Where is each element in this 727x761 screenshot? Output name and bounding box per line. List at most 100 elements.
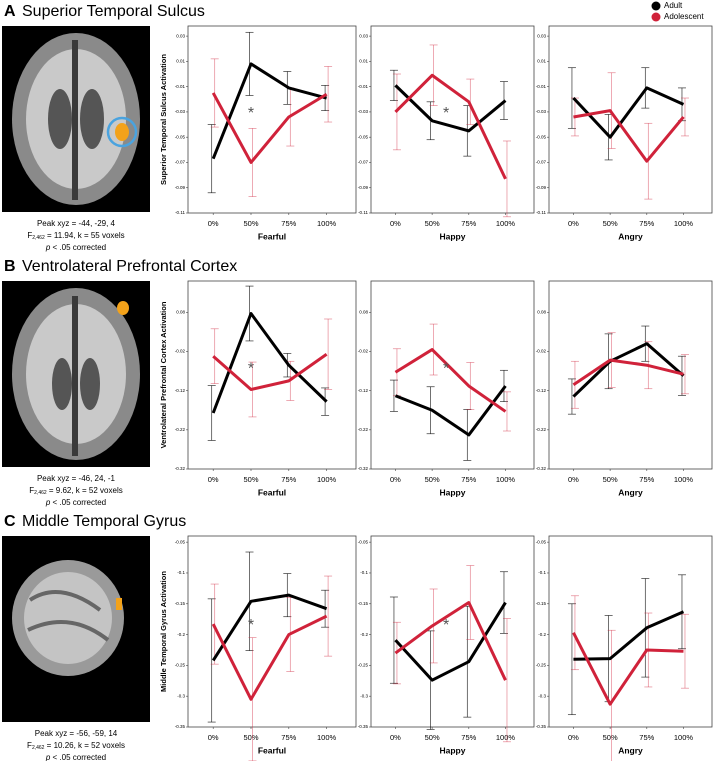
legend-marker bbox=[651, 1, 661, 11]
y-tick-label: -0.25 bbox=[175, 663, 186, 668]
y-tick-label: -0.25 bbox=[536, 663, 547, 668]
error-bar bbox=[324, 66, 333, 123]
x-tick-label: 75% bbox=[461, 219, 476, 228]
series-line bbox=[211, 92, 328, 164]
y-tick-label: -0.07 bbox=[536, 160, 547, 165]
caption-f-rest: = 9.62, k = 52 voxels bbox=[47, 486, 123, 495]
y-tick-label: -0.05 bbox=[358, 134, 369, 139]
y-tick-label: -0.03 bbox=[358, 109, 369, 114]
y-tick-label: -0.35 bbox=[358, 724, 369, 729]
error-bar bbox=[324, 575, 333, 657]
x-tick-label: 100% bbox=[317, 219, 337, 228]
y-tick-label: -0.01 bbox=[536, 84, 547, 89]
y-tick-label: -0.02 bbox=[175, 349, 186, 354]
x-tick-label: 0% bbox=[208, 219, 219, 228]
y-tick-label: 0.03 bbox=[537, 33, 546, 38]
y-tick-label: 0.03 bbox=[359, 33, 368, 38]
y-tick-label: 0.01 bbox=[359, 59, 368, 64]
annotation: * bbox=[248, 617, 254, 634]
brain-image-c bbox=[2, 536, 150, 722]
panel-title: Superior Temporal Sulcus bbox=[22, 3, 205, 20]
annotation: * bbox=[443, 361, 449, 378]
y-tick-label: -0.35 bbox=[175, 724, 186, 729]
x-tick-label: 0% bbox=[390, 733, 401, 742]
x-tick-label: 100% bbox=[674, 219, 694, 228]
x-axis-label: Angry bbox=[618, 487, 643, 497]
y-tick-label: -0.3 bbox=[538, 693, 546, 698]
y-tick-label: -0.32 bbox=[175, 466, 186, 471]
series-line bbox=[572, 86, 685, 139]
x-axis-label: Fearful bbox=[258, 231, 286, 241]
panel-title: Ventrolateral Prefrontal Cortex bbox=[22, 258, 237, 275]
plot-frame bbox=[187, 535, 357, 728]
x-tick-label: 75% bbox=[461, 733, 476, 742]
plot-frame bbox=[187, 280, 357, 470]
caption-p-letter: p bbox=[45, 753, 51, 761]
y-tick-label: -0.09 bbox=[358, 185, 369, 190]
caption-f: F bbox=[29, 486, 34, 495]
x-tick-label: 50% bbox=[243, 475, 258, 484]
annotation: * bbox=[248, 361, 254, 378]
x-tick-label: 100% bbox=[496, 733, 516, 742]
y-tick-label: -0.15 bbox=[358, 601, 369, 606]
y-tick-label: -0.01 bbox=[358, 84, 369, 89]
plot-frame bbox=[370, 535, 535, 728]
legend-label: Adolescent bbox=[664, 12, 704, 21]
x-tick-label: 50% bbox=[425, 219, 440, 228]
y-tick-label: 0.01 bbox=[537, 59, 546, 64]
y-tick-label: -0.12 bbox=[175, 388, 186, 393]
plot-frame bbox=[548, 535, 713, 728]
y-tick-label: 0.08 bbox=[359, 310, 368, 315]
series-line bbox=[211, 312, 328, 414]
series-line bbox=[572, 358, 684, 387]
y-tick-label: -0.03 bbox=[536, 109, 547, 114]
y-tick-label: -0.05 bbox=[536, 539, 547, 544]
x-axis-label: Fearful bbox=[258, 745, 286, 755]
caption-p: p < .05 corrected bbox=[45, 753, 106, 761]
y-tick-label: -0.11 bbox=[358, 210, 368, 215]
x-tick-label: 0% bbox=[208, 475, 219, 484]
x-tick-label: 75% bbox=[461, 475, 476, 484]
series-line bbox=[394, 601, 507, 681]
caption-p-rest: < .05 corrected bbox=[50, 498, 106, 507]
x-tick-label: 75% bbox=[639, 733, 654, 742]
caption-f-sub: 2,462 bbox=[34, 490, 47, 496]
caption-f-sub: 2,462 bbox=[32, 745, 45, 751]
series-line bbox=[394, 73, 507, 180]
series-line bbox=[573, 610, 685, 661]
plot-frame bbox=[187, 25, 357, 214]
x-tick-label: 100% bbox=[496, 475, 516, 484]
y-tick-label: -0.2 bbox=[360, 632, 368, 637]
annotation: * bbox=[443, 617, 449, 634]
error-bar bbox=[502, 391, 511, 432]
x-tick-label: 100% bbox=[674, 475, 694, 484]
y-tick-label: -0.05 bbox=[175, 134, 186, 139]
annotation: * bbox=[443, 105, 449, 122]
series-line bbox=[572, 342, 685, 398]
x-axis-label: Angry bbox=[618, 231, 643, 241]
x-tick-label: 50% bbox=[243, 219, 258, 228]
y-tick-label: -0.2 bbox=[177, 632, 185, 637]
y-tick-label: -0.11 bbox=[536, 210, 546, 215]
series-line bbox=[211, 614, 328, 701]
error-bar bbox=[324, 318, 333, 390]
x-tick-label: 75% bbox=[281, 475, 296, 484]
plot-frame bbox=[370, 280, 535, 470]
caption-p: p < .05 corrected bbox=[45, 498, 106, 507]
caption-stat: F2,462 = 9.62, k = 52 voxels bbox=[29, 486, 122, 496]
series-line bbox=[394, 348, 507, 413]
y-tick-label: -0.09 bbox=[175, 185, 186, 190]
panel-letter: B bbox=[4, 258, 16, 275]
plot-frame bbox=[548, 280, 713, 470]
x-tick-label: 0% bbox=[568, 733, 579, 742]
series-line bbox=[572, 632, 684, 706]
caption-p-letter: p bbox=[45, 243, 51, 252]
y-tick-label: 0.01 bbox=[176, 59, 185, 64]
caption-stat: F2,462 = 11.94, k = 55 voxels bbox=[27, 231, 124, 241]
x-tick-label: 0% bbox=[390, 219, 401, 228]
y-tick-label: -0.22 bbox=[536, 427, 547, 432]
y-tick-label: -0.12 bbox=[536, 388, 547, 393]
x-tick-label: 0% bbox=[208, 733, 219, 742]
y-tick-label: -0.25 bbox=[358, 663, 369, 668]
error-bar bbox=[502, 618, 511, 743]
